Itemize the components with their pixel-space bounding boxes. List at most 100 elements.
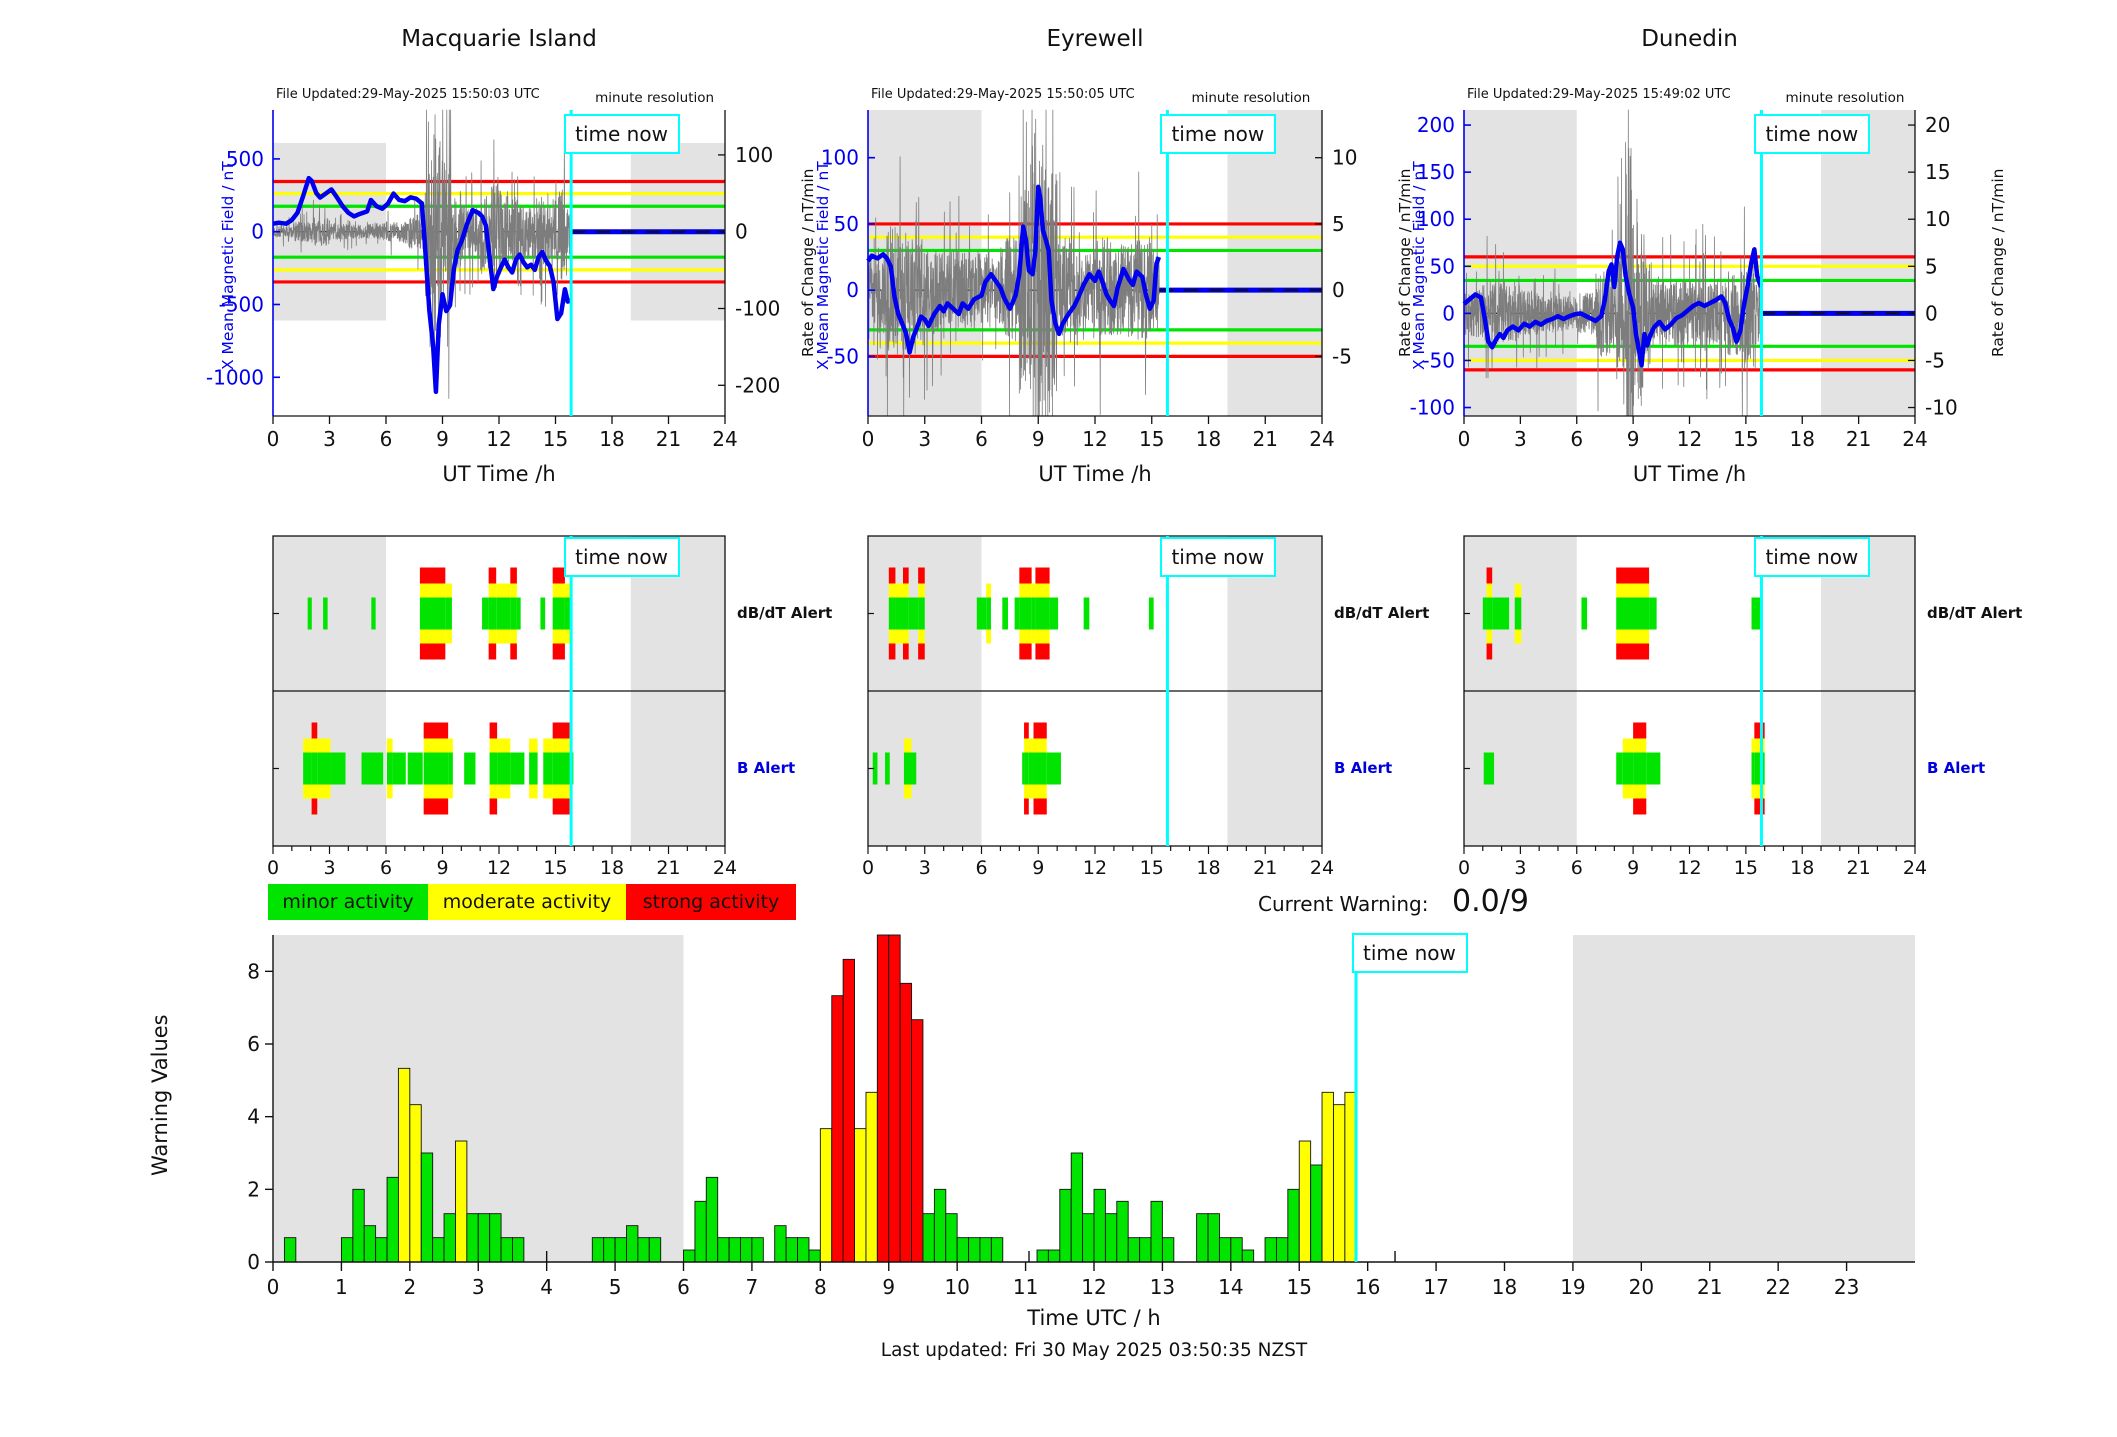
time-now-box: time now <box>564 537 680 577</box>
last-updated-text: Last updated: Fri 30 May 2025 03:50:35 N… <box>880 1340 1308 1361</box>
svg-text:0: 0 <box>735 220 748 244</box>
svg-text:0: 0 <box>862 427 875 451</box>
station-title: Dunedin <box>1641 26 1738 52</box>
current-warning-value: 0.0/9 <box>1452 884 1529 919</box>
svg-text:0: 0 <box>1925 301 1938 325</box>
dbdt-alert-label: dB/dT Alert <box>737 603 833 622</box>
svg-text:100: 100 <box>821 146 859 170</box>
svg-text:0: 0 <box>1458 857 1470 879</box>
svg-text:-50: -50 <box>1422 348 1455 372</box>
svg-text:23: 23 <box>1834 1275 1859 1299</box>
station-title: Macquarie Island <box>401 26 597 52</box>
svg-text:2: 2 <box>403 1275 416 1299</box>
svg-text:1: 1 <box>335 1275 348 1299</box>
svg-text:6: 6 <box>677 1275 690 1299</box>
svg-text:17: 17 <box>1423 1275 1448 1299</box>
svg-text:3: 3 <box>1514 427 1527 451</box>
svg-text:-200: -200 <box>735 373 780 397</box>
svg-text:18: 18 <box>600 857 624 879</box>
b-alert-label: B Alert <box>1334 758 1393 777</box>
svg-text:-500: -500 <box>219 292 264 316</box>
svg-text:18: 18 <box>1196 857 1220 879</box>
svg-text:12: 12 <box>487 857 511 879</box>
dbdt-alert-label: dB/dT Alert <box>1334 603 1430 622</box>
svg-text:5: 5 <box>609 1275 622 1299</box>
svg-text:0: 0 <box>846 278 859 302</box>
svg-text:5: 5 <box>1332 212 1345 236</box>
y-axis-label-right: Rate of Change / nT/min <box>1989 168 2007 358</box>
b-alert-label: B Alert <box>737 758 796 777</box>
station-title: Eyrewell <box>1046 26 1144 52</box>
svg-text:20: 20 <box>1925 113 1950 137</box>
svg-text:6: 6 <box>1570 427 1583 451</box>
svg-text:3: 3 <box>323 427 336 451</box>
svg-text:9: 9 <box>1032 427 1045 451</box>
svg-text:4: 4 <box>540 1275 553 1299</box>
svg-text:9: 9 <box>882 1275 895 1299</box>
time-utc-axis-label: Time UTC / h <box>1027 1306 1161 1330</box>
svg-text:24: 24 <box>1310 857 1334 879</box>
svg-text:9: 9 <box>1627 427 1640 451</box>
svg-text:8: 8 <box>814 1275 827 1299</box>
svg-text:-100: -100 <box>1410 396 1455 420</box>
svg-text:6: 6 <box>380 857 392 879</box>
svg-text:6: 6 <box>975 427 988 451</box>
svg-text:0: 0 <box>1458 427 1471 451</box>
minute-resolution-label: minute resolution <box>595 90 715 106</box>
svg-text:3: 3 <box>323 857 335 879</box>
svg-text:24: 24 <box>1902 427 1927 451</box>
y-axis-label-left: X Mean Magnetic Field / nT <box>814 160 832 370</box>
svg-text:18: 18 <box>1790 857 1814 879</box>
svg-text:21: 21 <box>1846 427 1871 451</box>
legend-moderate-activity: moderate activity <box>428 884 626 920</box>
svg-text:-10: -10 <box>1925 396 1958 420</box>
svg-text:19: 19 <box>1560 1275 1585 1299</box>
svg-text:18: 18 <box>1492 1275 1517 1299</box>
y-axis-label-left: X Mean Magnetic Field / nT <box>1410 160 1428 370</box>
svg-text:15: 15 <box>1140 857 1164 879</box>
svg-text:-5: -5 <box>1332 344 1352 368</box>
svg-text:100: 100 <box>735 143 773 167</box>
svg-text:0: 0 <box>862 857 874 879</box>
svg-text:24: 24 <box>712 427 737 451</box>
svg-text:100: 100 <box>1417 207 1455 231</box>
svg-text:13: 13 <box>1150 1275 1175 1299</box>
svg-text:0: 0 <box>1442 301 1455 325</box>
warning-values-axis-label: Warning Values <box>148 1013 172 1176</box>
svg-text:12: 12 <box>1081 1275 1106 1299</box>
legend-strong-activity: strong activity <box>626 884 796 920</box>
svg-text:9: 9 <box>436 857 448 879</box>
svg-text:21: 21 <box>656 427 681 451</box>
svg-text:-1000: -1000 <box>206 365 264 389</box>
svg-text:15: 15 <box>1139 427 1164 451</box>
svg-text:3: 3 <box>919 857 931 879</box>
svg-text:15: 15 <box>543 427 568 451</box>
time-now-box: time now <box>1754 114 1871 154</box>
svg-text:0: 0 <box>251 220 264 244</box>
x-axis-label: UT Time /h <box>1038 462 1152 486</box>
svg-text:3: 3 <box>918 427 931 451</box>
svg-text:18: 18 <box>599 427 624 451</box>
svg-text:0: 0 <box>267 857 279 879</box>
svg-text:10: 10 <box>944 1275 969 1299</box>
y-axis-label-left: X Mean Magnetic Field / nT <box>219 160 237 370</box>
svg-text:0: 0 <box>247 1250 260 1274</box>
svg-text:8: 8 <box>247 959 260 983</box>
svg-text:3: 3 <box>472 1275 485 1299</box>
legend-minor-activity: minor activity <box>268 884 428 920</box>
svg-text:9: 9 <box>436 427 449 451</box>
svg-text:21: 21 <box>1253 857 1277 879</box>
svg-text:50: 50 <box>834 212 859 236</box>
svg-text:3: 3 <box>1514 857 1526 879</box>
svg-text:14: 14 <box>1218 1275 1243 1299</box>
svg-text:15: 15 <box>1287 1275 1312 1299</box>
dbdt-alert-label: dB/dT Alert <box>1927 603 2023 622</box>
svg-text:12: 12 <box>486 427 511 451</box>
svg-text:-100: -100 <box>735 296 780 320</box>
svg-text:10: 10 <box>1925 207 1950 231</box>
svg-text:0: 0 <box>267 427 280 451</box>
svg-text:21: 21 <box>1847 857 1871 879</box>
x-axis-label: UT Time /h <box>1632 462 1747 486</box>
svg-text:-5: -5 <box>1925 348 1945 372</box>
